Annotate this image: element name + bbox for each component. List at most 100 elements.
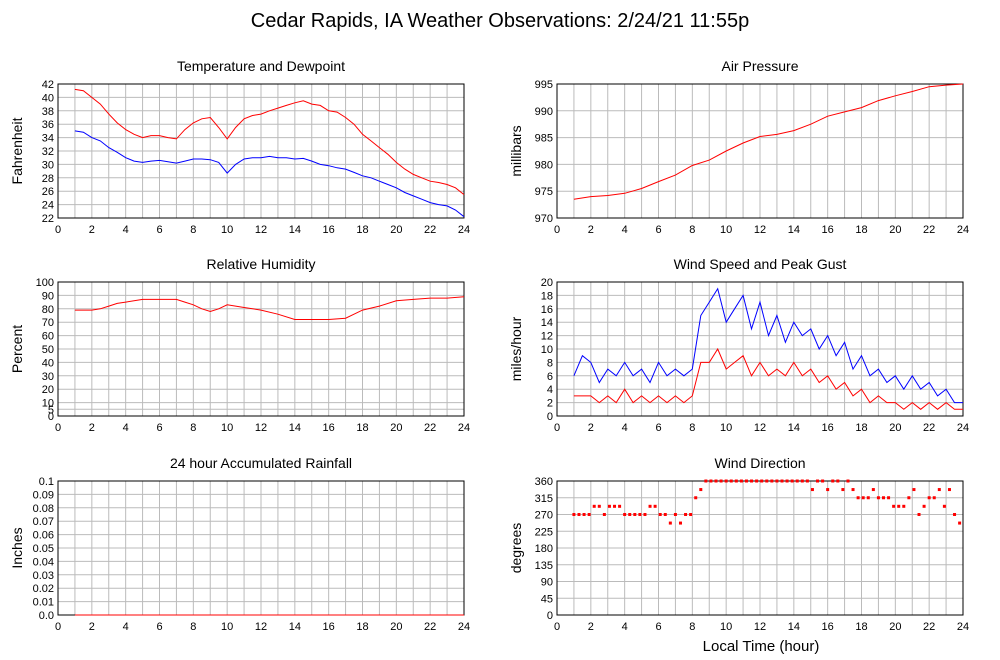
- y-tick-label: 0.06: [33, 530, 54, 542]
- y-tick-label: 20: [541, 277, 553, 289]
- data-point: [618, 504, 622, 508]
- data-point: [582, 513, 586, 516]
- data-point: [871, 488, 875, 492]
- y-tick-label: 90: [541, 577, 553, 589]
- x-tick-label: 2: [588, 422, 594, 434]
- x-tick-label: 20: [889, 224, 901, 236]
- y-tick-label: 2: [547, 398, 553, 410]
- chart-title: Wind Direction: [714, 455, 805, 471]
- x-tick-label: 12: [255, 422, 267, 434]
- data-point: [932, 496, 936, 500]
- y-tick-label: 0.07: [33, 516, 54, 528]
- y-tick-label: 42: [42, 79, 54, 91]
- y-tick-label: 32: [42, 146, 54, 158]
- y-tick-label: 16: [541, 304, 553, 316]
- data-point: [881, 496, 885, 500]
- x-tick-label: 18: [356, 621, 368, 633]
- data-point: [856, 496, 860, 500]
- y-tick-label: 270: [535, 510, 553, 522]
- x-tick-label: 0: [554, 224, 560, 236]
- data-point: [663, 513, 667, 516]
- x-tick-label: 12: [255, 224, 267, 236]
- series-line-0: [74, 296, 465, 320]
- x-tick-label: 16: [323, 224, 335, 236]
- series-line-1: [74, 130, 465, 218]
- series-line-1: [573, 347, 963, 410]
- data-point: [810, 488, 814, 492]
- y-tick-label: 180: [535, 543, 553, 555]
- x-tick-label: 18: [855, 422, 867, 434]
- data-point: [729, 479, 733, 483]
- series-line-0: [74, 88, 465, 195]
- chart-rh: Relative Humidity05102030405060708090100…: [9, 256, 470, 434]
- y-tick-label: 38: [42, 106, 54, 118]
- data-point: [841, 488, 845, 492]
- data-point: [699, 488, 703, 492]
- y-tick-label: 0.01: [33, 597, 54, 609]
- y-axis-label: Percent: [9, 325, 25, 373]
- y-tick-label: 14: [541, 317, 553, 329]
- x-tick-label: 14: [788, 224, 800, 236]
- x-tick-label: 4: [622, 224, 628, 236]
- y-tick-label: 20: [42, 384, 54, 396]
- chart-title: Temperature and Dewpoint: [177, 58, 345, 74]
- data-point: [750, 479, 754, 483]
- x-tick-label: 20: [889, 621, 901, 633]
- plot-frame: [556, 281, 964, 417]
- data-point: [714, 479, 718, 483]
- x-tick-label: 24: [957, 621, 969, 633]
- data-point: [780, 479, 784, 483]
- data-point: [826, 488, 830, 492]
- chart-temp: Temperature and Dewpoint2224262830323436…: [9, 58, 470, 236]
- y-tick-label: 18: [541, 290, 553, 302]
- y-tick-label: 30: [42, 159, 54, 171]
- x-tick-label: 14: [289, 621, 301, 633]
- x-tick-label: 6: [156, 224, 162, 236]
- y-tick-label: 0.08: [33, 503, 54, 515]
- data-point: [704, 479, 708, 483]
- x-tick-label: 20: [390, 422, 402, 434]
- x-tick-label: 16: [822, 621, 834, 633]
- x-tick-label: 6: [156, 422, 162, 434]
- plot-frame: [556, 480, 964, 616]
- data-point: [602, 513, 606, 516]
- x-tick-label: 24: [458, 224, 470, 236]
- x-tick-label: 16: [323, 422, 335, 434]
- data-point: [724, 479, 728, 483]
- y-axis-label: millibars: [508, 125, 524, 176]
- data-point: [592, 504, 596, 508]
- x-tick-label: 24: [957, 224, 969, 236]
- x-tick-label: 14: [788, 621, 800, 633]
- y-tick-label: 45: [541, 593, 553, 605]
- y-tick-label: 100: [36, 277, 54, 289]
- x-tick-label: 18: [855, 224, 867, 236]
- x-tick-label: 4: [123, 224, 129, 236]
- data-point: [795, 479, 799, 483]
- x-tick-label: 0: [554, 422, 560, 434]
- x-tick-label: 0: [55, 621, 61, 633]
- x-tick-label: 14: [289, 422, 301, 434]
- data-point: [958, 521, 962, 525]
- data-point: [694, 496, 698, 500]
- x-tick-label: 4: [123, 422, 129, 434]
- x-tick-label: 22: [923, 224, 935, 236]
- y-tick-label: 0.1: [39, 476, 54, 488]
- plot-frame: [556, 83, 964, 219]
- data-point: [597, 504, 601, 508]
- y-tick-label: 6: [547, 371, 553, 383]
- data-point: [805, 479, 809, 483]
- x-tick-label: 6: [156, 621, 162, 633]
- data-point: [628, 513, 632, 516]
- series-line-0: [573, 287, 963, 404]
- data-point: [678, 521, 682, 525]
- data-point: [572, 513, 576, 516]
- y-tick-label: 0.04: [33, 556, 54, 568]
- y-tick-label: 0: [547, 411, 553, 423]
- data-point: [689, 513, 693, 516]
- data-point: [907, 496, 911, 500]
- x-tick-label: 14: [788, 422, 800, 434]
- y-tick-label: 980: [535, 159, 553, 171]
- data-point: [927, 496, 931, 500]
- data-point: [643, 513, 647, 516]
